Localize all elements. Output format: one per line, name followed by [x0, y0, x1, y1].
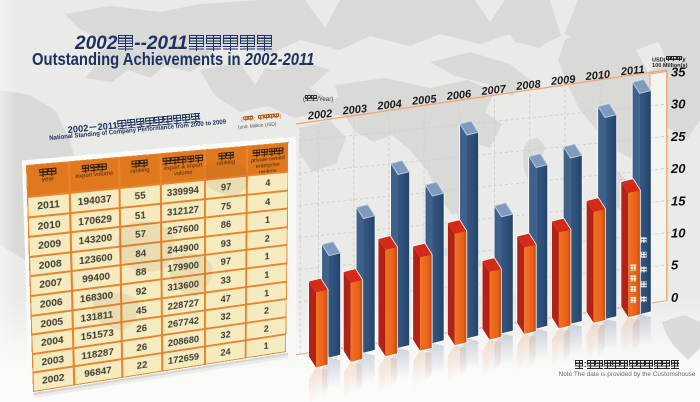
- svg-text:2007: 2007: [480, 83, 507, 98]
- svg-text:10: 10: [671, 226, 686, 241]
- svg-text:2005: 2005: [411, 93, 438, 108]
- svg-text:2008: 2008: [515, 78, 542, 93]
- svg-text:2004: 2004: [376, 98, 403, 113]
- svg-text:2006: 2006: [445, 88, 472, 103]
- svg-text:35: 35: [671, 65, 686, 80]
- svg-text:30: 30: [671, 97, 686, 112]
- svg-text:2011: 2011: [619, 64, 645, 79]
- svg-text:2010: 2010: [584, 69, 611, 84]
- svg-text:0: 0: [671, 290, 679, 305]
- svg-text:5: 5: [671, 258, 679, 273]
- svg-text:2009: 2009: [549, 73, 576, 88]
- svg-text:2003: 2003: [341, 103, 368, 118]
- svg-text:2002: 2002: [306, 108, 333, 123]
- svg-text:20: 20: [670, 161, 686, 176]
- svg-text:25: 25: [670, 129, 686, 144]
- svg-text:15: 15: [671, 193, 686, 208]
